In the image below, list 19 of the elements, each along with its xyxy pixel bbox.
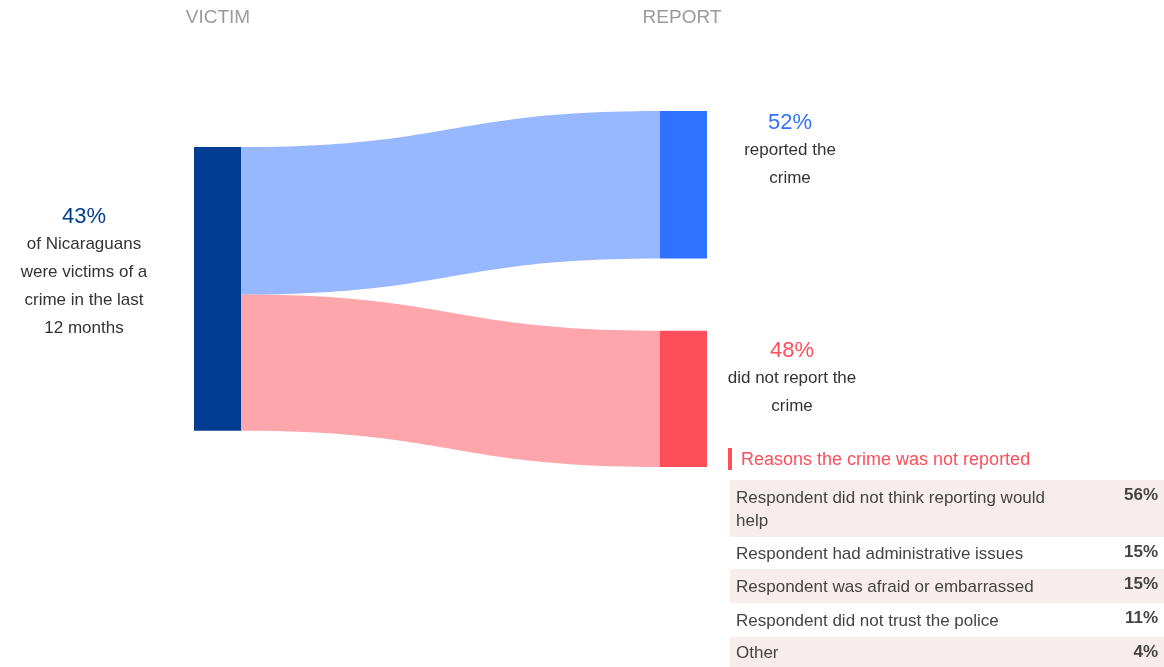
text: VICTIM bbox=[185, 6, 251, 28]
category-label: Other bbox=[736, 641, 779, 664]
category-label: Respondent had administrative issues bbox=[736, 542, 1024, 565]
data-label: 43% bbox=[60, 202, 107, 230]
text: Reasons the crime was not reported bbox=[728, 448, 1031, 470]
category-label: Respondent was afraid or embarrassed bbox=[736, 575, 1034, 598]
data-label: 15% bbox=[1122, 573, 1158, 595]
text: REPORT bbox=[642, 6, 722, 28]
data-label: 52% bbox=[766, 108, 813, 136]
data-label: 56% bbox=[1122, 484, 1158, 506]
category-label: of Nicaraguans were victims of a crime in the last 12 months bbox=[19, 233, 149, 339]
data-label: 15% bbox=[1122, 541, 1158, 563]
category-label: Respondent did not trust the police bbox=[736, 609, 999, 632]
data-label: 4% bbox=[1132, 641, 1158, 663]
category-label: reported the crime bbox=[743, 139, 837, 189]
category-label: Respondent did not think reporting would help bbox=[736, 486, 1047, 532]
data-label: 11% bbox=[1123, 607, 1158, 629]
data-label: 48% bbox=[768, 336, 815, 364]
category-label: did not report the crime bbox=[727, 367, 857, 417]
